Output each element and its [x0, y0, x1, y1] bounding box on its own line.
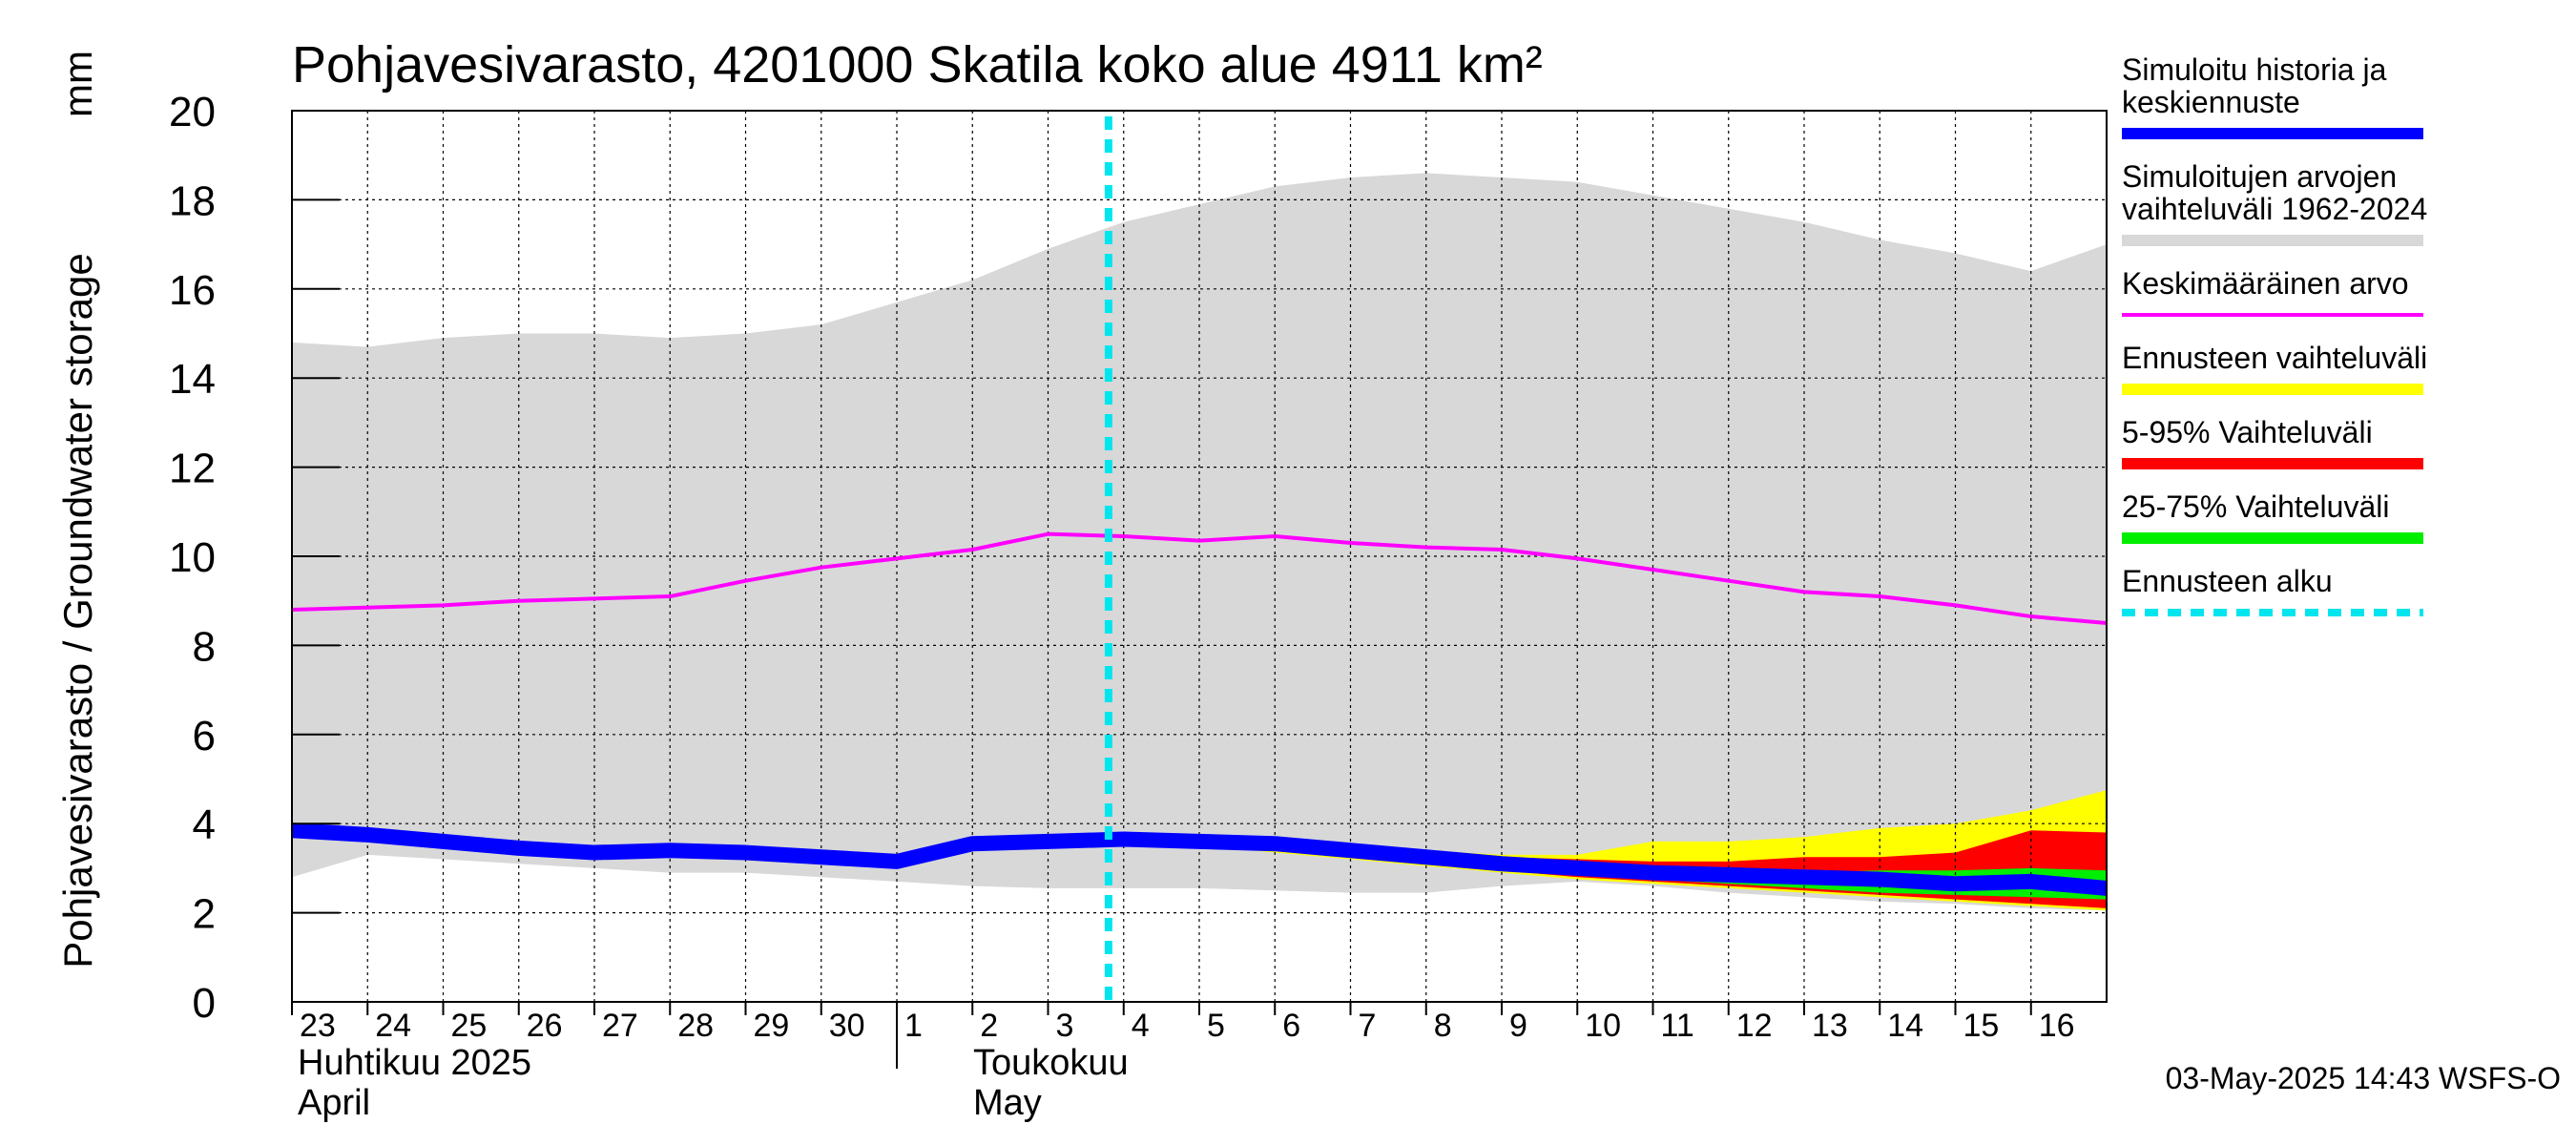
y-tick-label: 10: [169, 534, 216, 581]
series-line-0: [291, 531, 2108, 626]
y-tick-label: 2: [193, 891, 216, 938]
legend-label-0: Simuloitu historia ja: [2122, 52, 2387, 87]
x-day-label: 7: [1359, 1008, 1377, 1044]
x-day-label: 30: [829, 1008, 865, 1044]
x-day-label: 6: [1282, 1008, 1300, 1044]
y-tick-label: 12: [169, 446, 216, 492]
x-day-label: 5: [1207, 1008, 1225, 1044]
x-day-label: 27: [602, 1008, 638, 1044]
x-day-label: 9: [1509, 1008, 1527, 1044]
y-tick-label: 6: [193, 713, 216, 760]
x-day-label: 2: [980, 1008, 998, 1044]
legend-label-3: Ennusteen vaihteluväli: [2122, 341, 2427, 375]
x-day-label: 11: [1661, 1008, 1694, 1044]
x-day-label: 24: [375, 1008, 411, 1044]
y-tick-label: 4: [193, 802, 216, 848]
x-day-label: 13: [1812, 1008, 1848, 1044]
chart-title: Pohjavesivarasto, 4201000 Skatila koko a…: [292, 36, 1543, 94]
y-tick-label: 16: [169, 267, 216, 314]
y-tick-label: 20: [169, 89, 216, 135]
x-axis: 23 24 25 26 27 28 29 30 1 2 3 4 5 6 7 8 9 10 11 12 13 14 15 16H…: [291, 1002, 2075, 1123]
series-line-1: [291, 822, 2108, 896]
x-day-label: 8: [1434, 1008, 1452, 1044]
x-day-label: 15: [1963, 1008, 2000, 1044]
x-day-label: 25: [451, 1008, 488, 1044]
x-day-label: 14: [1887, 1008, 1923, 1044]
month-label-fi: Toukokuu: [973, 1043, 1129, 1083]
legend-label-2: Keskimääräinen arvo: [2122, 266, 2409, 301]
legend-label-5: 25-75% Vaihteluväli: [2122, 489, 2389, 524]
legend-label-1: vaihteluväli 1962-2024: [2122, 192, 2427, 226]
y-tick-label: 14: [169, 356, 216, 403]
x-day-label: 26: [527, 1008, 563, 1044]
month-label-fi: Huhtikuu 2025: [298, 1043, 531, 1083]
x-day-label: 16: [2039, 1008, 2075, 1044]
y-tick-label: 0: [193, 980, 216, 1027]
x-day-label: 10: [1585, 1008, 1621, 1044]
x-day-label: 29: [754, 1008, 790, 1044]
y-axis-unit: mm: [55, 51, 100, 117]
legend-label-0: keskiennuste: [2122, 85, 2300, 119]
x-day-label: 23: [300, 1008, 336, 1044]
legend-label-4: 5-95% Vaihteluväli: [2122, 415, 2373, 449]
timestamp: 03-May-2025 14:43 WSFS-O: [2166, 1061, 2561, 1095]
month-label-en: April: [298, 1083, 370, 1123]
y-axis-label: Pohjavesivarasto / Groundwater storage: [55, 253, 100, 968]
x-day-label: 28: [677, 1008, 714, 1044]
x-day-label: 4: [1132, 1008, 1150, 1044]
y-axis: 0 2 4 6 8 10 12 14 16 18 20: [169, 89, 340, 1027]
y-tick-label: 8: [193, 623, 216, 670]
line-layer: [291, 531, 2108, 896]
x-day-label: 12: [1736, 1008, 1773, 1044]
x-day-label: 3: [1056, 1008, 1074, 1044]
month-label-en: May: [973, 1083, 1042, 1123]
legend-label-6: Ennusteen alku: [2122, 564, 2333, 598]
y-tick-label: 18: [169, 177, 216, 224]
legend-label-1: Simuloitujen arvojen: [2122, 159, 2397, 194]
x-day-label: 1: [904, 1008, 923, 1044]
